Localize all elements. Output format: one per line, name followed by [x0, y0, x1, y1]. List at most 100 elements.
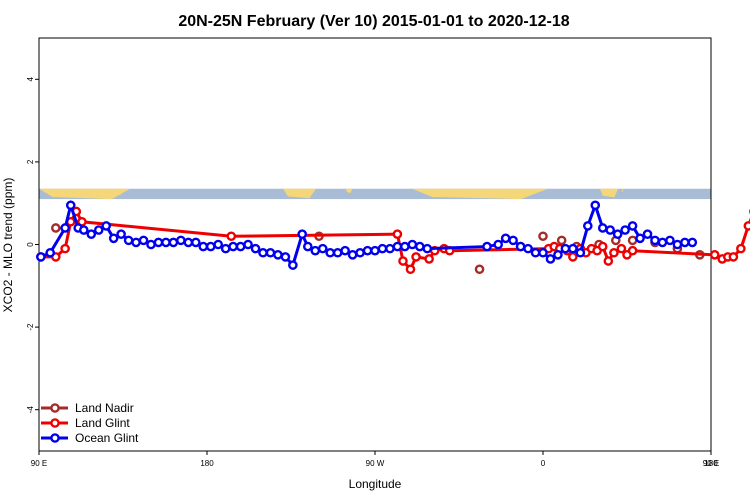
data-point: [603, 256, 614, 266]
data-point: [220, 243, 231, 254]
map-strip: [39, 188, 711, 200]
data-point: [545, 254, 556, 264]
data-point: [627, 235, 638, 246]
map-land: [622, 188, 623, 193]
data-point: [243, 239, 253, 250]
data-point: [258, 247, 268, 258]
map-land: [600, 188, 618, 198]
data-point: [235, 241, 246, 252]
data-point: [398, 256, 408, 266]
data-point: [86, 229, 97, 239]
data-point: [414, 241, 425, 252]
data-point: [508, 235, 518, 246]
map-land: [39, 188, 130, 200]
data-point: [530, 247, 541, 258]
data-point: [190, 237, 201, 248]
data-point: [575, 247, 586, 258]
data-point: [265, 247, 276, 258]
data-point: [45, 247, 56, 258]
data-point: [605, 225, 616, 235]
data-point: [523, 243, 533, 254]
y-axis: -4 -2 0 2 4: [26, 77, 39, 414]
legend-swatch-marker: [50, 418, 60, 428]
data-point: [146, 239, 156, 250]
data-point: [93, 225, 104, 235]
data-point: [635, 233, 645, 244]
data-point: [198, 241, 209, 252]
data-point: [650, 235, 660, 246]
data-point: [400, 241, 410, 252]
x-tick-label: 180: [200, 459, 214, 468]
y-tick-label: 0: [26, 242, 35, 247]
data-point: [138, 235, 149, 246]
data-point: [302, 241, 313, 252]
data-point: [736, 243, 746, 254]
legend-label: Ocean Glint: [75, 431, 139, 445]
data-point: [515, 241, 526, 252]
data-point: [657, 237, 668, 248]
data-point: [474, 264, 485, 275]
legend-swatch-marker: [50, 403, 60, 413]
data-point: [407, 239, 418, 250]
data-point: [101, 221, 111, 231]
y-tick-label: 2: [26, 159, 35, 164]
legend-swatch-marker: [50, 433, 60, 443]
map-land: [118, 188, 121, 196]
data-point: [609, 247, 619, 258]
data-point: [362, 245, 373, 256]
x-tick-label: 180: [704, 459, 718, 468]
data-point: [392, 229, 403, 239]
data-point: [687, 237, 698, 248]
data-point: [60, 243, 70, 254]
data-point: [627, 245, 638, 256]
data-point: [377, 243, 388, 254]
data-point: [332, 247, 343, 258]
data-point: [310, 245, 321, 256]
x-tick-label: 0: [541, 459, 546, 468]
data-point: [642, 229, 653, 239]
data-point: [226, 231, 237, 242]
data-point: [273, 250, 283, 260]
data-point: [538, 247, 548, 258]
data-point: [556, 235, 567, 246]
data-point: [620, 225, 630, 235]
data-point: [317, 243, 328, 254]
data-point: [228, 241, 238, 252]
data-point: [538, 231, 548, 242]
data-point: [612, 229, 623, 239]
map-ocean: [39, 188, 711, 200]
data-point: [340, 245, 350, 256]
data-point: [213, 239, 223, 250]
data-point: [597, 241, 608, 252]
x-tick-label: 90 E: [31, 459, 47, 468]
y-tick-label: -4: [26, 406, 35, 414]
data-point: [288, 260, 298, 270]
data-point: [583, 221, 593, 231]
x-axis-label: Longitude: [349, 477, 402, 491]
data-point: [590, 200, 601, 211]
data-point: [205, 241, 216, 252]
data-point: [568, 252, 578, 262]
series-ocean-glint: [36, 199, 698, 270]
map-land: [346, 188, 352, 194]
data-point: [168, 237, 179, 248]
data-point: [392, 241, 403, 252]
data-point: [560, 243, 571, 254]
data-point: [493, 239, 504, 250]
data-point: [627, 221, 638, 231]
data-point: [743, 221, 750, 231]
legend-label: Land Glint: [75, 416, 130, 430]
data-point: [616, 243, 627, 254]
map-land: [283, 188, 316, 199]
data-point: [422, 243, 433, 254]
map-land: [412, 188, 548, 200]
data-point: [161, 237, 171, 248]
data-point: [65, 200, 76, 211]
data-point: [325, 247, 336, 258]
data-point: [355, 247, 365, 258]
data-point: [347, 250, 358, 260]
data-point: [709, 250, 720, 260]
